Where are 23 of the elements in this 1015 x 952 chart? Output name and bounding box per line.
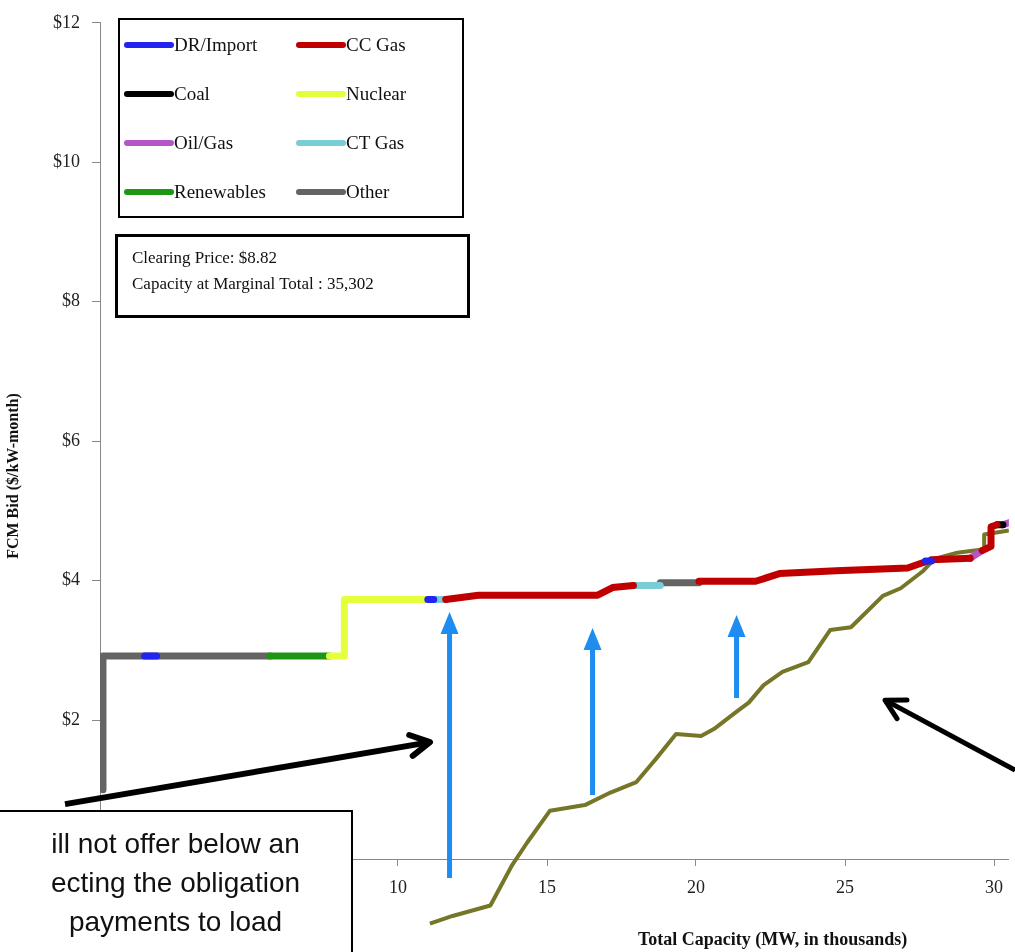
legend-label: Nuclear xyxy=(346,82,407,105)
legend-label: DR/Import xyxy=(174,33,258,56)
y-tick-label: $8 xyxy=(62,290,80,311)
x-tick-label: 10 xyxy=(389,877,407,898)
y-tick-label: $2 xyxy=(62,708,80,729)
x-tick-label: 15 xyxy=(538,877,556,898)
x-tick-label: 30 xyxy=(985,877,1003,898)
legend-label: Coal xyxy=(174,82,210,105)
y-tick-label: $6 xyxy=(62,429,80,450)
y-tick-label: $10 xyxy=(53,150,80,171)
y-axis-title: FCM Bid ($/kW-month) xyxy=(3,393,22,559)
x-tick-label: 20 xyxy=(687,877,705,898)
x-tick-label: 25 xyxy=(836,877,854,898)
y-tick-label: $12 xyxy=(53,11,80,32)
legend-label: CT Gas xyxy=(346,131,405,154)
y-tick-label: $4 xyxy=(62,569,80,590)
x-axis-title: Total Capacity (MW, in thousands) xyxy=(637,928,908,950)
text-box: ill not offer below an ecting the obligation payments to load xyxy=(0,810,353,952)
text-box: Clearing Price: $8.82 Capacity at Marginal Total : 35,302 xyxy=(115,234,470,318)
legend-label: Other xyxy=(346,180,390,203)
legend-label: CC Gas xyxy=(346,33,406,56)
legend-label: Oil/Gas xyxy=(174,131,234,154)
legend-label: Renewables xyxy=(174,180,266,203)
